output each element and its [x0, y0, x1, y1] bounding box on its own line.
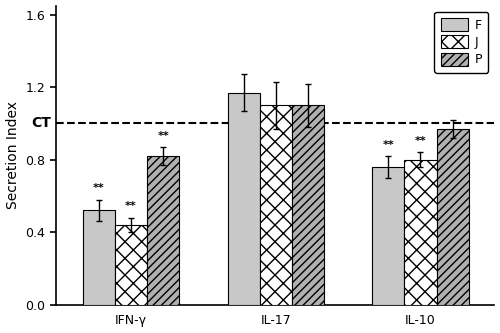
- Bar: [292, 105, 324, 305]
- Bar: [83, 210, 115, 305]
- Bar: [404, 160, 436, 305]
- Bar: [260, 105, 292, 305]
- Bar: [372, 167, 404, 305]
- Y-axis label: Secretion Index: Secretion Index: [6, 101, 20, 209]
- Text: **: **: [158, 131, 169, 141]
- Bar: [228, 93, 260, 305]
- Bar: [115, 225, 147, 305]
- Text: **: **: [414, 136, 426, 146]
- Text: **: **: [125, 201, 137, 211]
- Bar: [436, 129, 468, 305]
- Text: **: **: [93, 183, 105, 193]
- Text: CT: CT: [32, 117, 51, 131]
- Legend: F, J, P: F, J, P: [434, 12, 488, 73]
- Text: **: **: [382, 140, 394, 150]
- Bar: [147, 156, 180, 305]
